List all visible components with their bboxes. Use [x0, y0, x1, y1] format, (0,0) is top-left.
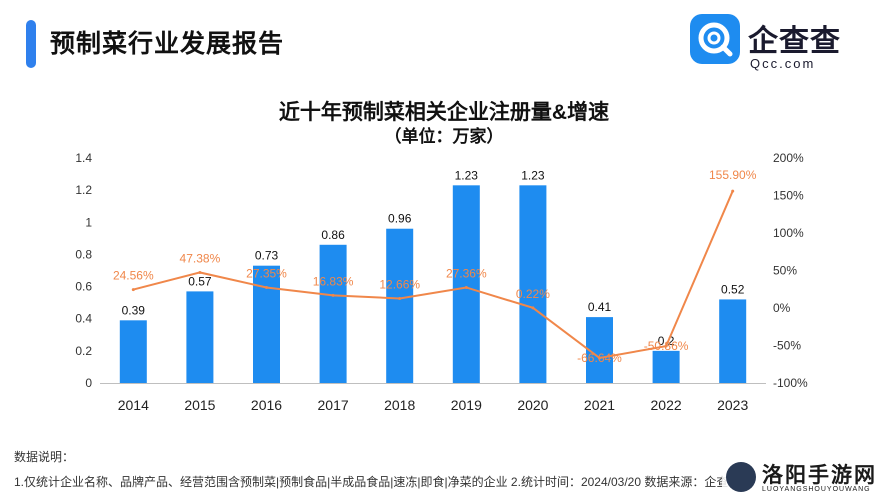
y-left-tick-label: 1.2 [75, 183, 92, 197]
qcc-logo-icon [690, 14, 740, 64]
growth-rate-label: -66.64% [577, 351, 622, 365]
report-title: 预制菜行业发展报告 [50, 30, 285, 58]
watermark: 洛阳手游网 LUOYANGSHOUYOUWANG [722, 458, 888, 500]
growth-rate-label: -50.86% [644, 339, 689, 353]
chart-subtitle: （单位：万家） [384, 127, 504, 146]
growth-rate-point [131, 288, 135, 292]
notes-heading: 数据说明： [14, 450, 75, 464]
growth-rate-point [731, 189, 735, 193]
x-tick-label: 2018 [384, 397, 415, 413]
y-right-tick-label: 200% [773, 151, 804, 165]
growth-rate-label: 12.66% [379, 278, 420, 292]
x-tick-label: 2022 [651, 397, 682, 413]
y-right-tick-label: -50% [773, 339, 801, 353]
y-left-tick-label: 0.2 [75, 344, 92, 358]
bar-value-label: 0.52 [721, 282, 745, 296]
growth-rate-label: 47.38% [180, 251, 221, 265]
growth-rate-point [598, 356, 601, 360]
growth-rate-label: 155.90% [709, 168, 757, 182]
bar-value-label: 1.23 [455, 168, 479, 182]
bar-value-label: 0.86 [321, 228, 345, 242]
growth-rate-label: 27.35% [246, 266, 287, 280]
x-tick-label: 2014 [118, 397, 149, 413]
bar-value-label: 0.57 [188, 274, 212, 288]
bar [319, 244, 347, 383]
growth-rate-label: 0.22% [516, 287, 550, 301]
bar [186, 291, 214, 383]
title-accent-bar [26, 20, 36, 68]
watermark-name: 洛阳手游网 [762, 464, 877, 487]
growth-rate-point [198, 270, 202, 274]
bar-value-label: 1.23 [521, 168, 545, 182]
x-tick-label: 2017 [318, 397, 349, 413]
y-left-tick-label: 0.6 [75, 280, 92, 294]
growth-rate-label: 27.36% [446, 266, 487, 280]
bar-value-label: 0.73 [255, 249, 279, 263]
y-right-tick-label: 0% [773, 301, 791, 315]
growth-rate-point [398, 297, 402, 301]
growth-rate-label: 16.83% [313, 274, 354, 288]
bar [452, 185, 480, 383]
x-tick-label: 2020 [517, 397, 548, 413]
bar [719, 299, 747, 383]
x-tick-label: 2016 [251, 397, 282, 413]
y-left-tick-label: 1 [85, 215, 92, 229]
bar-value-label: 0.96 [388, 212, 412, 226]
qcc-logo: 企查查 Qcc.com [690, 14, 865, 74]
growth-rate-point [331, 293, 335, 297]
bar-value-label: 0.39 [122, 303, 146, 317]
bar [253, 265, 280, 383]
x-tick-label: 2023 [717, 397, 748, 413]
logo-name: 企查查 [748, 25, 841, 58]
growth-rate-point [265, 285, 268, 289]
y-left-tick-label: 0.8 [75, 247, 92, 261]
bar-value-label: 0.41 [588, 300, 612, 314]
y-left-tick-label: 0 [85, 376, 92, 390]
watermark-subtext: LUOYANGSHOUYOUWANG [762, 486, 871, 493]
y-right-tick-label: -100% [773, 376, 808, 390]
chart-title: 近十年预制菜相关企业注册量&增速 [278, 101, 610, 124]
x-tick-label: 2019 [451, 397, 482, 413]
bar [119, 320, 147, 383]
y-right-tick-label: 150% [773, 189, 804, 203]
x-tick-label: 2021 [584, 397, 615, 413]
bar [386, 228, 414, 383]
bar [519, 185, 547, 383]
growth-rate-point [664, 344, 668, 348]
y-left-tick-label: 1.4 [75, 151, 92, 165]
bar [652, 350, 680, 383]
logo-domain: Qcc.com [750, 56, 816, 71]
x-tick-label: 2015 [184, 397, 215, 413]
y-left-tick-label: 0.4 [75, 312, 92, 326]
data-notes: 数据说明： 1.仅统计企业名称、品牌产品、经营范围含预制菜|预制食品|半成品食品… [14, 448, 740, 498]
y-right-tick-label: 50% [773, 264, 797, 278]
growth-rate-point [464, 285, 468, 289]
notes-line: 1.仅统计企业名称、品牌产品、经营范围含预制菜|预制食品|半成品食品|速冻|即食… [14, 475, 741, 489]
growth-rate-point [531, 306, 535, 310]
growth-rate-line [133, 190, 734, 360]
watermark-badge-icon [726, 462, 756, 492]
y-right-tick-label: 100% [773, 226, 804, 240]
growth-rate-label: 24.56% [113, 269, 154, 283]
